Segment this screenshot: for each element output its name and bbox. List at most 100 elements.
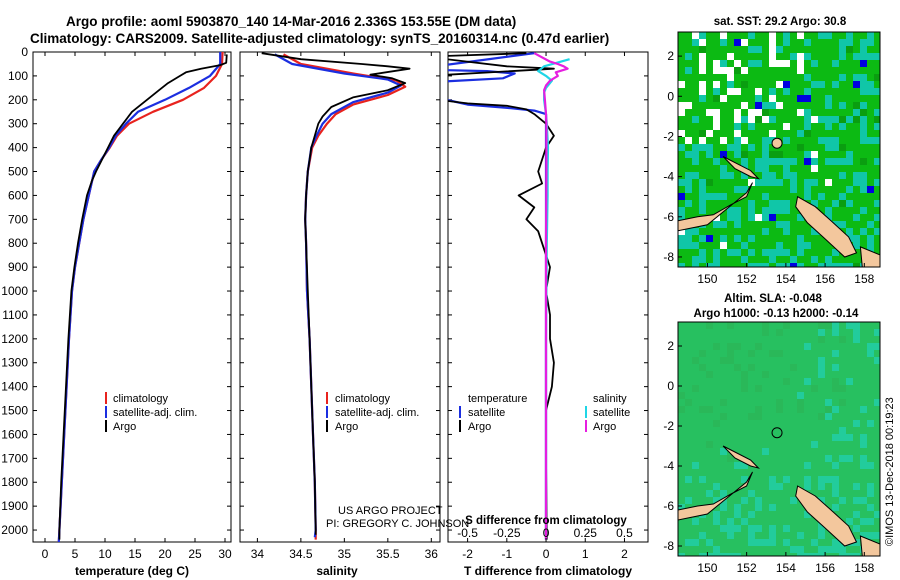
sst-map	[678, 32, 880, 267]
depth-tick-label: 700	[8, 212, 28, 226]
map-cell	[699, 137, 706, 144]
legend-temperature-title: temperature	[468, 393, 527, 405]
map-cell	[692, 172, 699, 179]
map-cell	[853, 116, 860, 123]
land-mass	[859, 246, 880, 267]
map-cell	[790, 53, 797, 60]
map-cell	[692, 357, 699, 364]
x-tick-label: 10	[98, 547, 112, 561]
map-cell	[748, 525, 755, 532]
map-cell	[860, 39, 867, 46]
map-cell	[741, 256, 748, 263]
legend-satellite-label: satellite-adj. clim.	[113, 407, 197, 419]
map-cell	[727, 525, 734, 532]
map-cell	[853, 74, 860, 81]
map-cell	[874, 109, 880, 116]
map-cell	[699, 88, 706, 95]
map-y-tick-label: -8	[663, 250, 674, 264]
map-cell	[776, 263, 783, 267]
difference-legend: temperature satellite Argo salinity sate…	[459, 393, 630, 433]
map-cell	[811, 158, 818, 165]
map-y-tick-label: -6	[663, 499, 674, 513]
map-cell	[769, 53, 776, 60]
map-cell	[839, 116, 846, 123]
map-cell	[762, 539, 769, 546]
map-cell	[762, 322, 769, 329]
map-cell	[860, 186, 867, 193]
map-cell	[832, 385, 839, 392]
sla-map-ticks: 150 152 154 156 158 2 0 -2 -4 -6 -8	[663, 339, 874, 575]
map-cell	[727, 532, 734, 539]
map-cell	[853, 81, 860, 88]
map-cell	[811, 165, 818, 172]
map-cell	[874, 137, 880, 144]
map-cell	[762, 172, 769, 179]
map-cell	[734, 553, 741, 556]
map-cell	[713, 193, 720, 200]
map-cell	[734, 144, 741, 151]
map-cell	[853, 214, 860, 221]
map-cell	[755, 179, 762, 186]
map-cell	[832, 350, 839, 357]
map-cell	[839, 553, 846, 556]
map-cell	[804, 95, 811, 102]
map-cell	[762, 249, 769, 256]
map-cell	[678, 102, 685, 109]
map-cell	[818, 193, 825, 200]
map-cell	[706, 322, 713, 329]
map-x-tick-label: 156	[815, 561, 835, 575]
map-cell	[783, 378, 790, 385]
x-tick-label: 34	[251, 547, 265, 561]
difference-panel-frame	[447, 51, 649, 543]
map-cell	[860, 123, 867, 130]
s-diff-tick-label: 0.5	[616, 526, 633, 540]
map-cell	[853, 336, 860, 343]
map-cell	[783, 539, 790, 546]
map-cell	[692, 151, 699, 158]
map-cell	[790, 256, 797, 263]
map-cell	[685, 172, 692, 179]
map-cell	[776, 350, 783, 357]
map-cell	[720, 242, 727, 249]
map-cell	[797, 235, 804, 242]
map-cell	[720, 95, 727, 102]
map-cell	[860, 74, 867, 81]
map-cell	[748, 46, 755, 53]
difference-axis-label: T difference from climatology	[464, 564, 632, 578]
map-cell	[776, 60, 783, 67]
map-cell	[706, 263, 713, 267]
map-cell	[678, 214, 685, 221]
temperature-axis-label: temperature (deg C)	[75, 564, 189, 578]
map-cell	[839, 221, 846, 228]
map-cell	[713, 158, 720, 165]
map-cell	[755, 385, 762, 392]
map-cell	[727, 81, 734, 88]
map-cell	[867, 350, 874, 357]
map-cell	[860, 116, 867, 123]
map-cell	[839, 263, 846, 267]
map-cell	[832, 434, 839, 441]
map-cell	[797, 553, 804, 556]
map-cell	[713, 116, 720, 123]
map-cell	[825, 116, 832, 123]
map-cell	[748, 123, 755, 130]
map-cell	[860, 455, 867, 462]
map-cell	[741, 67, 748, 74]
map-cell	[783, 39, 790, 46]
legend-salinity-title: salinity	[593, 393, 627, 405]
map-cell	[867, 490, 874, 497]
map-cell	[853, 483, 860, 490]
map-cell	[727, 357, 734, 364]
map-cell	[804, 39, 811, 46]
map-cell	[678, 144, 685, 151]
map-cell	[720, 165, 727, 172]
depth-tick-label: 0	[21, 45, 28, 59]
map-cell	[853, 525, 860, 532]
map-cell	[797, 109, 804, 116]
map-cell	[706, 490, 713, 497]
map-cell	[832, 378, 839, 385]
map-cell	[867, 221, 874, 228]
map-cell	[811, 200, 818, 207]
s-diff-tick-label: 0.25	[574, 526, 598, 540]
map-cell	[748, 539, 755, 546]
